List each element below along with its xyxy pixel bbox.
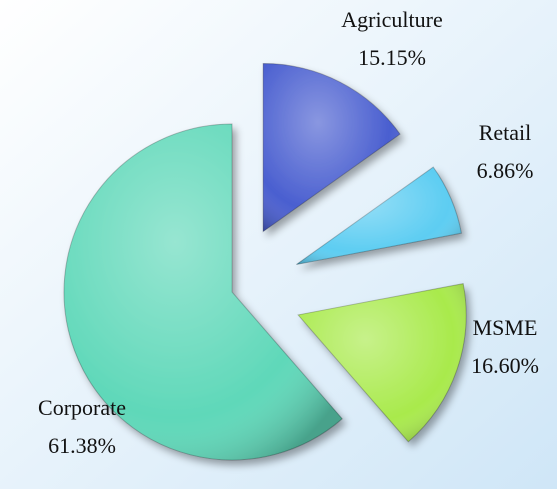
slice-value-label: 6.86%	[477, 158, 534, 183]
slice-shine	[263, 63, 401, 232]
slice-group	[63, 123, 343, 461]
slice-value-label: 61.38%	[48, 433, 116, 458]
slice-label: Retail	[479, 120, 532, 145]
slice-shine	[298, 283, 467, 442]
slice-label: MSME	[473, 315, 538, 340]
slice-shine	[296, 167, 462, 265]
slice-value-label: 16.60%	[471, 353, 539, 378]
slice-value-label: 15.15%	[358, 45, 426, 70]
labels: Agriculture 15.15% Retail 6.86% MSME 16.60% Co…	[38, 7, 539, 458]
slice-group	[262, 63, 401, 233]
slice-group	[297, 282, 467, 443]
slices	[63, 63, 467, 461]
slice-shine	[63, 124, 343, 460]
slice-label: Corporate	[38, 395, 126, 420]
slice-group	[296, 166, 463, 266]
slice-label: Agriculture	[341, 7, 442, 32]
